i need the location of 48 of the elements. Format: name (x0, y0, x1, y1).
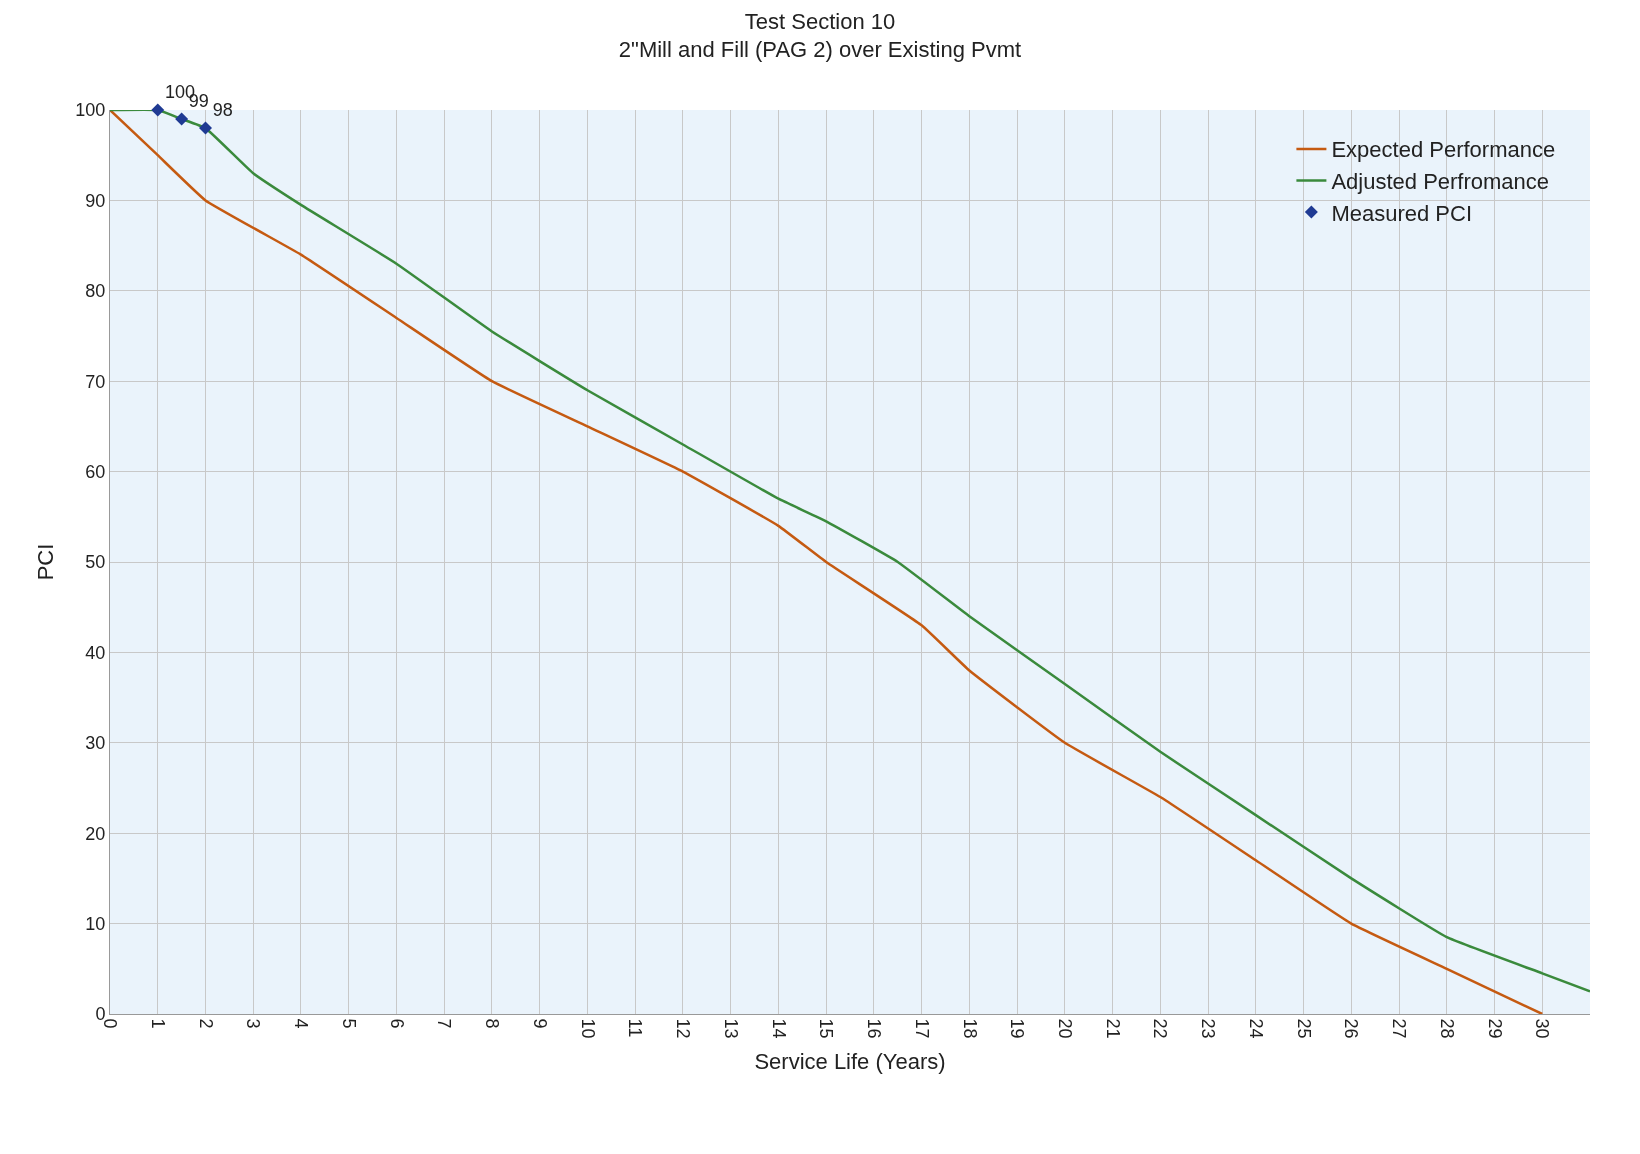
x-tick-label: 1 (147, 1018, 168, 1029)
x-tick-label: 11 (625, 1018, 646, 1038)
chart-subtitle: 2"Mill and Fill (PAG 2) over Existing Pvmt (618, 37, 1022, 63)
y-tick-label: 30 (85, 733, 106, 754)
x-tick-label: 15 (816, 1018, 837, 1039)
x-tick-label: 19 (1007, 1018, 1028, 1039)
y-axis-title: PCI (33, 543, 59, 581)
x-tick-label: 9 (529, 1018, 550, 1029)
x-tick-label: 28 (1436, 1018, 1457, 1039)
x-tick-label: 4 (291, 1018, 312, 1029)
x-tick-label: 14 (768, 1018, 789, 1039)
y-tick-label: 80 (85, 281, 106, 302)
x-tick-label: 12 (673, 1018, 694, 1039)
x-tick-label: 29 (1484, 1018, 1505, 1039)
chart-title: Test Section 10 (744, 8, 896, 34)
x-tick-label: 7 (434, 1018, 455, 1029)
x-axis-title: Service Life (Years) (754, 1048, 946, 1074)
x-tick-label: 30 (1532, 1018, 1553, 1039)
x-tick-label: 25 (1293, 1018, 1314, 1039)
x-tick-label: 17 (911, 1018, 932, 1039)
y-tick-label: 40 (85, 642, 106, 663)
x-tick-label: 13 (720, 1018, 741, 1039)
data-label: 98 (212, 100, 233, 121)
y-tick-label: 90 (85, 190, 106, 211)
y-tick-label: 10 (85, 913, 106, 934)
x-tick-label: 22 (1150, 1018, 1171, 1039)
x-tick-label: 26 (1341, 1018, 1362, 1039)
y-tick-label: 20 (85, 823, 106, 844)
x-tick-label: 18 (959, 1018, 980, 1039)
x-tick-label: 6 (386, 1018, 407, 1029)
y-tick-label: 100 (75, 100, 106, 121)
x-tick-label: 23 (1198, 1018, 1219, 1039)
x-tick-label: 16 (864, 1018, 885, 1039)
legend-label: Measured PCI (1331, 200, 1473, 226)
legend-label: Expected Performance (1331, 137, 1556, 163)
x-tick-label: 21 (1102, 1018, 1123, 1039)
x-tick-label: 3 (243, 1018, 264, 1029)
legend-label: Adjusted Perfromance (1331, 169, 1550, 195)
x-tick-label: 8 (482, 1018, 503, 1029)
x-tick-label: 27 (1389, 1018, 1410, 1039)
y-tick-label: 60 (85, 461, 106, 482)
x-tick-label: 20 (1054, 1018, 1075, 1039)
x-tick-label: 2 (195, 1018, 216, 1029)
x-tick-label: 10 (577, 1018, 598, 1039)
x-tick-label: 24 (1245, 1018, 1266, 1039)
y-tick-label: 70 (85, 371, 106, 392)
y-tick-label: 50 (85, 552, 106, 573)
x-tick-label: 5 (338, 1018, 359, 1029)
